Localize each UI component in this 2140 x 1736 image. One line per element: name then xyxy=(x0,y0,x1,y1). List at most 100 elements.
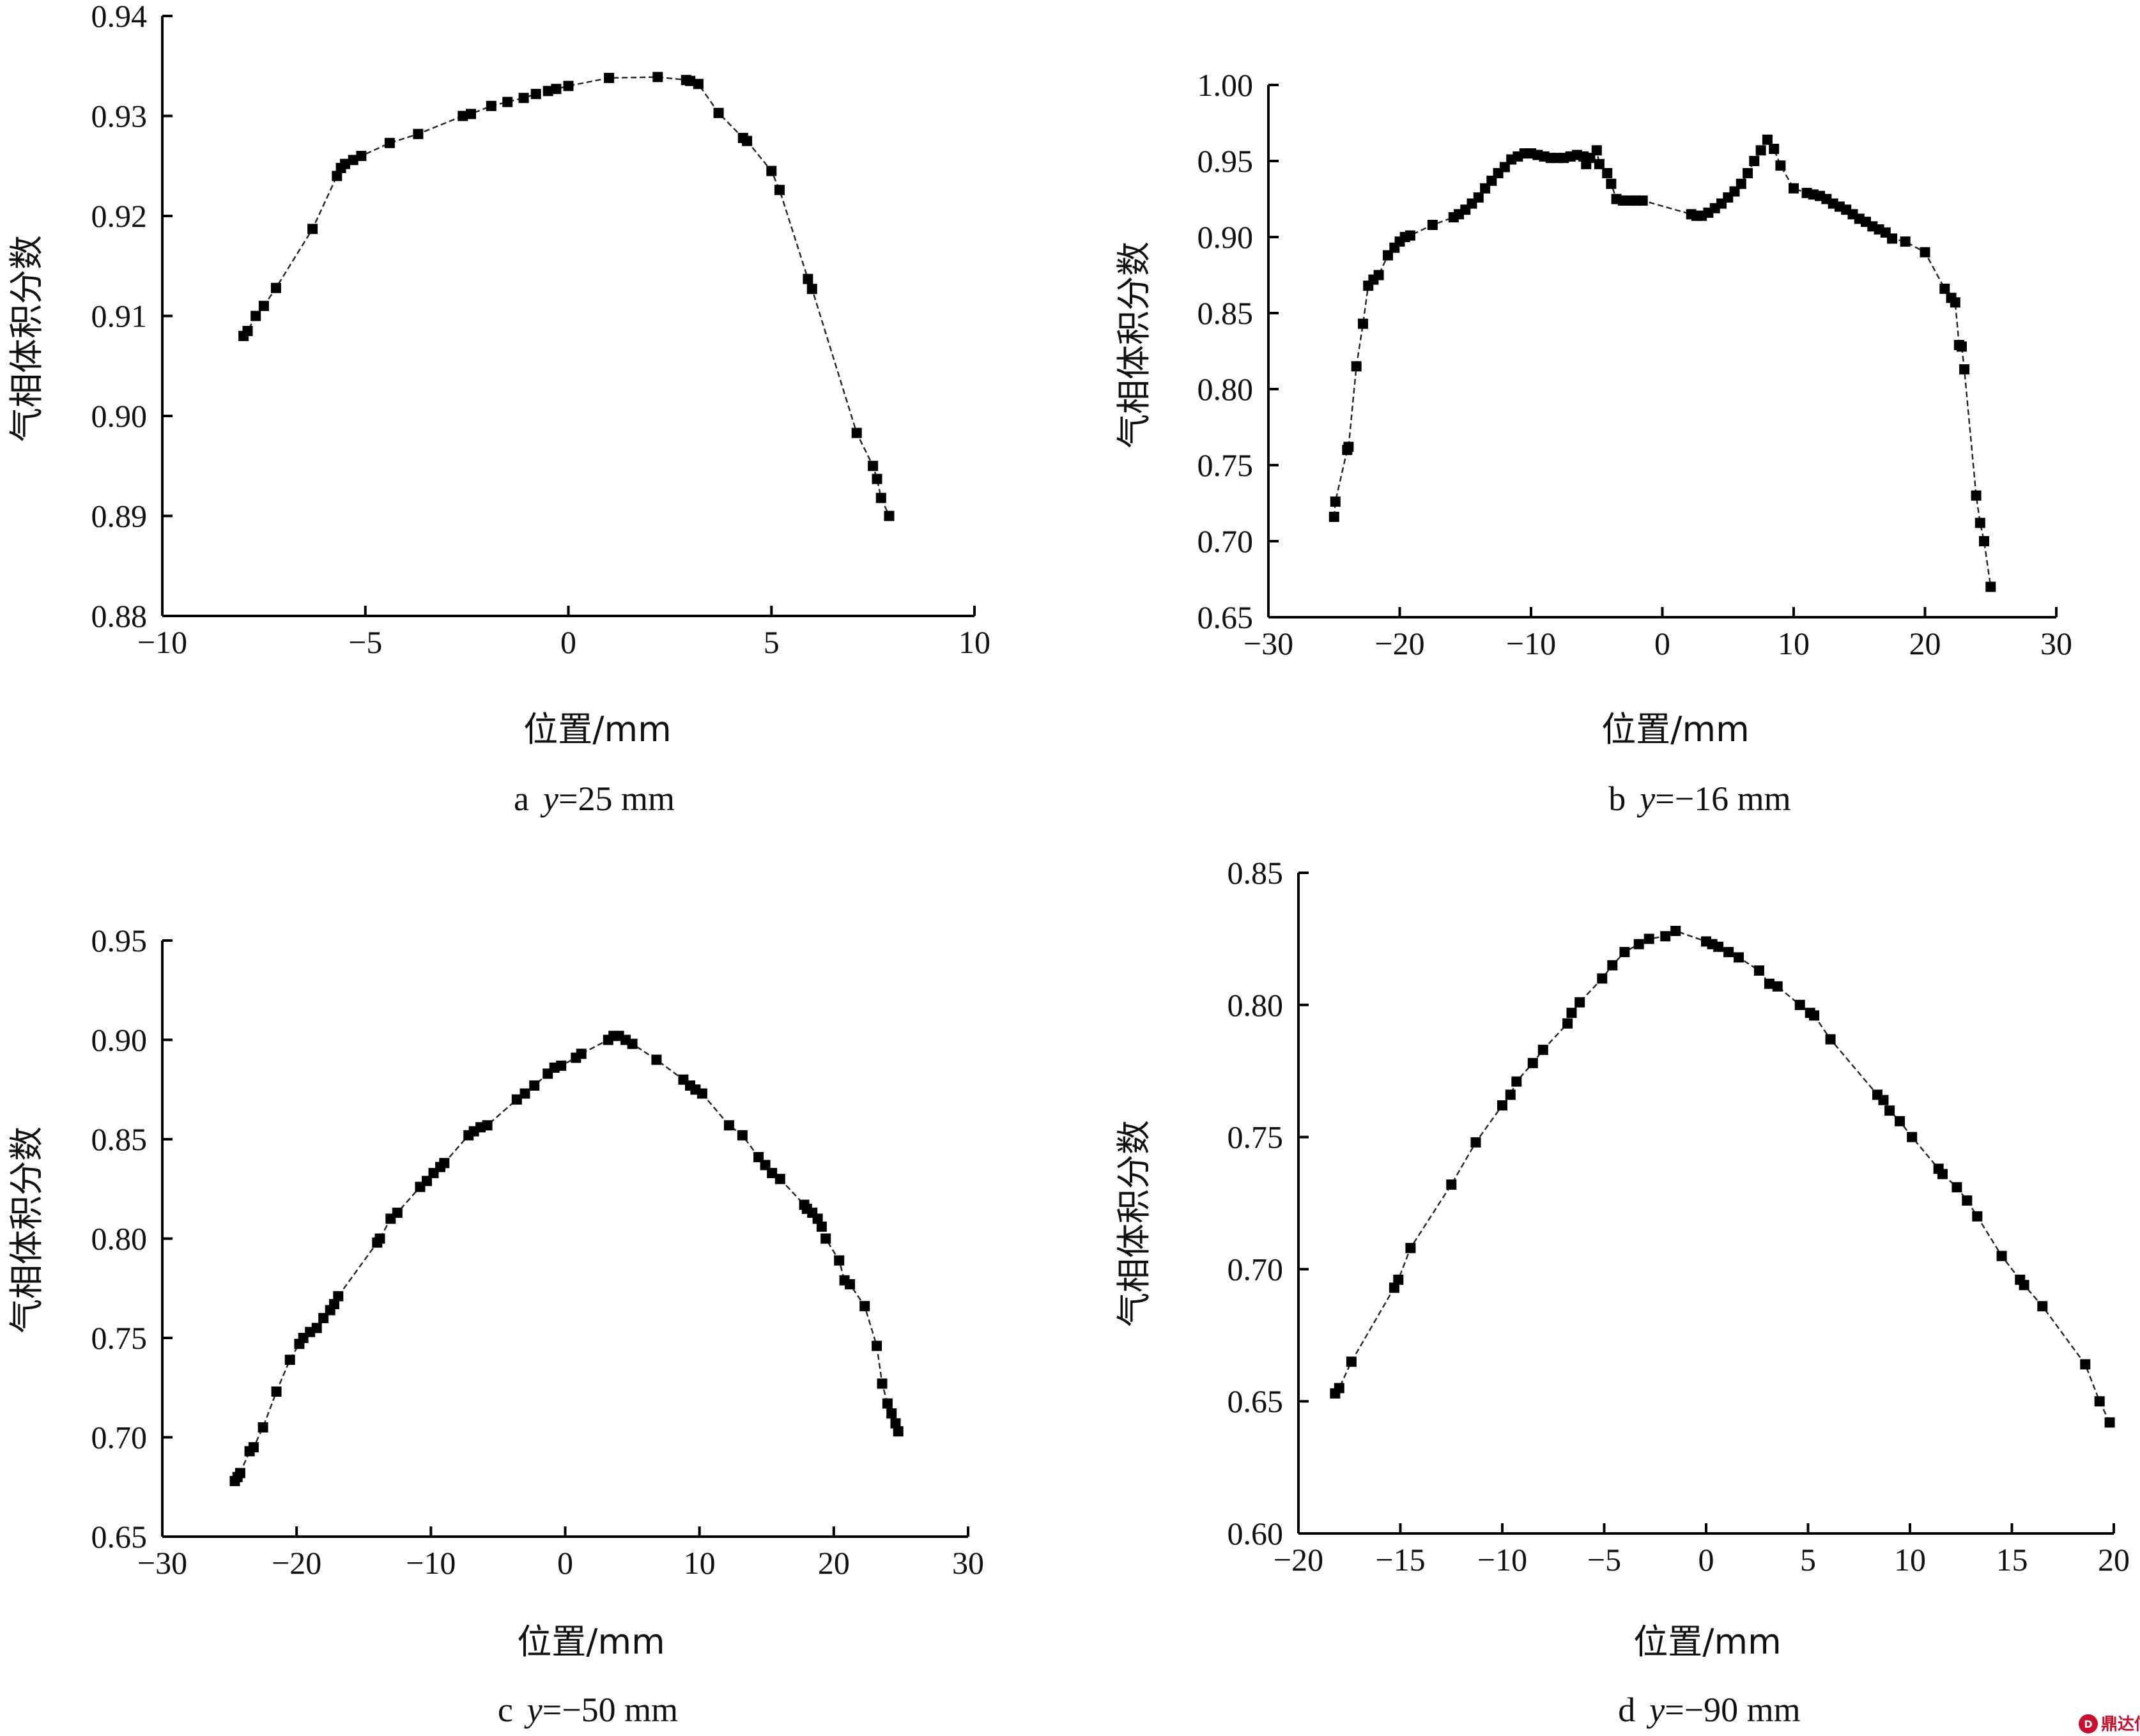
panel-c-data-point xyxy=(820,1233,831,1244)
panel-b-data-point xyxy=(1343,442,1354,452)
panel-b-data-point xyxy=(1358,318,1368,329)
panel-d-caption-letter: d xyxy=(1618,1691,1635,1729)
panel-d-data-point xyxy=(1643,933,1654,944)
panel-d-y-tick-label: 0.70 xyxy=(1228,1251,1284,1287)
panel-d-data-point xyxy=(1537,1045,1548,1056)
panel-c-data-point xyxy=(753,1152,764,1162)
panel-a-y-tick-label: 0.89 xyxy=(91,498,148,534)
panel-a-data-point xyxy=(332,171,343,181)
panel-a-x-tick-label: 10 xyxy=(958,624,990,660)
panel-b-data-point xyxy=(1939,283,1950,294)
panel-d-data-point xyxy=(1895,1116,1905,1126)
panel-b-data-point xyxy=(1591,145,1602,156)
panel-d-data-point xyxy=(1505,1089,1516,1100)
panel-d-data-point xyxy=(1884,1105,1895,1116)
panel-c-data-point xyxy=(422,1176,432,1187)
panel-c-data-point xyxy=(333,1291,344,1302)
panel-b-y-tick-label: 0.65 xyxy=(1197,599,1254,635)
panel-a-data-point xyxy=(340,158,350,169)
panel-c-data-point xyxy=(812,1213,823,1224)
panel-a-data-point xyxy=(348,155,358,165)
panel-c-data-point xyxy=(439,1158,450,1169)
panel-b-data-point xyxy=(1789,183,1799,194)
panel-c-data-point xyxy=(697,1088,707,1099)
panel-b-x-tick-label: −20 xyxy=(1374,626,1424,661)
panel-d-data-point xyxy=(2094,1396,2105,1407)
panel-c-x-tick-label: −20 xyxy=(272,1545,321,1581)
panel-b-series-line xyxy=(1333,138,1992,587)
panel-c-caption-value: =−50 mm xyxy=(543,1691,678,1729)
panel-d-data-point xyxy=(1607,960,1618,971)
panel-d-data-point xyxy=(1951,1182,1962,1193)
panel-a-y-tick-label: 0.93 xyxy=(91,98,148,134)
panel-c-x-tick-label: 30 xyxy=(952,1545,984,1581)
panel-c-caption: c y=−50 mm xyxy=(498,1691,678,1729)
panel-c-data-point xyxy=(529,1080,540,1091)
panel-d-data-point xyxy=(1753,965,1764,976)
panel-d-data-point xyxy=(1794,999,1805,1010)
panel-d-caption-value: =−90 mm xyxy=(1665,1691,1800,1729)
panel-d-data-point xyxy=(1660,931,1671,942)
panel-b-data-point xyxy=(1473,192,1484,203)
panel-c-y-tick-label: 0.90 xyxy=(91,1022,148,1058)
panel-c-data-point xyxy=(834,1255,845,1266)
panel-c-data-point xyxy=(329,1299,339,1310)
panel-c-data-point xyxy=(859,1301,870,1312)
panel-d-data-point xyxy=(1470,1137,1481,1148)
panel-b-caption-letter: b xyxy=(1608,780,1626,818)
panel-c-xlabel: 位置/mm xyxy=(517,1622,665,1662)
panel-d-data-point xyxy=(1772,981,1783,992)
panel-a-data-point xyxy=(270,282,281,293)
panel-b-y-tick-label: 0.75 xyxy=(1197,447,1254,483)
panel-c-data-point xyxy=(882,1398,893,1409)
panel-b-x-tick-label: 0 xyxy=(1654,626,1670,661)
panel-c-data-point xyxy=(845,1279,856,1289)
panel-a-data-point xyxy=(872,473,882,484)
panel-d-ylabel: 气相体积分数 xyxy=(1114,1120,1154,1327)
panel-a-data-point xyxy=(774,185,785,196)
panel-d-data-point xyxy=(1809,1010,1820,1021)
panel-b: 气相体积分数 位置/mm b y=−16 mm −30 −20 −10 0 10 20 30 0… xyxy=(1114,67,2072,818)
panel-c-caption-var: y xyxy=(524,1691,543,1729)
panel-c-data-point xyxy=(576,1049,587,1059)
panel-b-data-point xyxy=(1405,230,1415,241)
panel-c-caption-letter: c xyxy=(498,1691,513,1729)
panel-d-x-tick-label: −15 xyxy=(1375,1542,1425,1578)
panel-b-data-point xyxy=(1950,297,1960,308)
panel-d-data-point xyxy=(2037,1301,2048,1312)
panel-c-y-tick-label: 0.85 xyxy=(91,1121,148,1157)
panel-c-x-tick-label: 20 xyxy=(818,1545,850,1581)
panel-a-data-point xyxy=(551,84,562,95)
panel-a-data-point xyxy=(851,427,862,438)
panel-d-data-point xyxy=(1723,947,1734,958)
panel-c-x-tick-label: 10 xyxy=(684,1545,716,1581)
panel-d-data-point xyxy=(1937,1169,1948,1179)
panel-a-data-point xyxy=(458,111,468,121)
panel-a-data-point xyxy=(806,284,817,295)
panel-d-data-point xyxy=(1633,939,1644,949)
panel-b-caption-value: =−16 mm xyxy=(1655,780,1790,818)
panel-d-x-tick-label: 10 xyxy=(1894,1542,1926,1578)
panel-a-y-tick-label: 0.91 xyxy=(91,298,148,334)
panel-d-data-point xyxy=(1511,1076,1522,1087)
panel-c-y-tick-label: 0.80 xyxy=(91,1221,148,1257)
panel-c-x-tick-label: −10 xyxy=(406,1545,456,1581)
panel-d-data-point xyxy=(1334,1383,1344,1394)
panel-a-data-point xyxy=(868,461,879,472)
panel-a-data-point xyxy=(713,107,724,118)
panel-d-data-point xyxy=(2019,1280,2029,1291)
panel-b-y-tick-label: 0.90 xyxy=(1197,219,1254,255)
panel-d-data-point xyxy=(1497,1100,1507,1110)
panel-d-data-point xyxy=(1346,1356,1357,1367)
panel-a-data-point xyxy=(742,135,753,146)
panel-a-ylabel: 气相体积分数 xyxy=(6,235,47,442)
panel-c-data-point xyxy=(271,1386,282,1397)
panel-b-data-point xyxy=(1755,145,1766,156)
panel-a-data-point xyxy=(518,93,529,104)
panel-b-caption-var: y xyxy=(1636,780,1655,818)
panel-c-data-point xyxy=(651,1054,662,1065)
panel-d-xlabel: 位置/mm xyxy=(1633,1622,1781,1662)
panel-d-data-point xyxy=(1446,1179,1457,1190)
panel-d-x-tick-label: −5 xyxy=(1587,1542,1621,1578)
